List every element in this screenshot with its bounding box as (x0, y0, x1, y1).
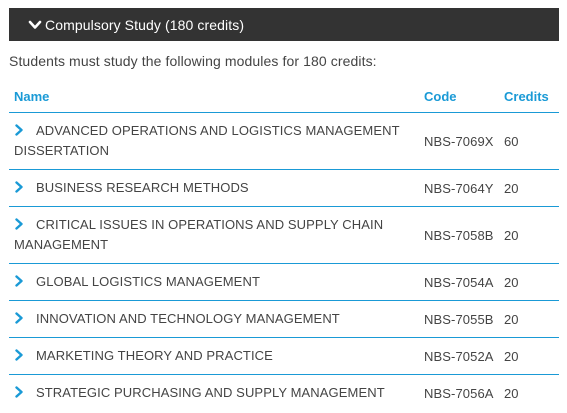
chevron-right-icon (14, 310, 24, 324)
module-name: GLOBAL LOGISTICS MANAGEMENT (36, 274, 260, 289)
table-row[interactable]: GLOBAL LOGISTICS MANAGEMENT NBS-7054A 20 (9, 263, 559, 301)
module-code: NBS-7054A (424, 263, 504, 301)
module-name: STRATEGIC PURCHASING AND SUPPLY MANAGEME… (36, 385, 385, 400)
module-name-cell[interactable]: MARKETING THEORY AND PRACTICE (9, 337, 424, 375)
chevron-right-icon (14, 216, 24, 230)
module-name: BUSINESS RESEARCH METHODS (36, 180, 249, 195)
module-code: NBS-7052A (424, 337, 504, 375)
column-header-credits: Credits (504, 80, 559, 113)
module-credits: 20 (504, 263, 559, 301)
chevron-right-icon (14, 122, 24, 136)
module-code: NBS-7056A (424, 385, 494, 401)
table-row[interactable]: INNOVATION AND TECHNOLOGY MANAGEMENT NBS… (9, 300, 559, 338)
module-credits: 20 (504, 300, 559, 338)
chevron-right-icon (14, 273, 24, 287)
module-name: MARKETING THEORY AND PRACTICE (36, 348, 273, 363)
module-name-cell[interactable]: BUSINESS RESEARCH METHODS (9, 169, 424, 207)
column-header-name: Name (9, 80, 424, 113)
module-name: CRITICAL ISSUES IN OPERATIONS AND SUPPLY… (14, 217, 384, 252)
module-name-cell[interactable]: INNOVATION AND TECHNOLOGY MANAGEMENT (9, 300, 424, 338)
chevron-right-icon (14, 384, 24, 398)
module-name-cell[interactable]: CRITICAL ISSUES IN OPERATIONS AND SUPPLY… (9, 206, 424, 264)
table-row[interactable]: ADVANCED OPERATIONS AND LOGISTICS MANAGE… (9, 112, 559, 170)
table-row[interactable]: MARKETING THEORY AND PRACTICE NBS-7052A … (9, 337, 559, 375)
table-row[interactable]: STRATEGIC PURCHASING AND SUPPLY MANAGEME… (9, 375, 559, 412)
intro-text: Students must study the following module… (9, 53, 377, 69)
module-credits: 20 (504, 337, 559, 375)
column-header-code: Code (424, 80, 504, 113)
module-credits: 20 (504, 206, 559, 264)
module-name-cell[interactable]: GLOBAL LOGISTICS MANAGEMENT (9, 263, 424, 301)
module-name-cell[interactable]: ADVANCED OPERATIONS AND LOGISTICS MANAGE… (9, 112, 424, 170)
compulsory-study-accordion-toggle[interactable]: Compulsory Study (180 credits) (9, 8, 559, 41)
module-code: NBS-7064Y (424, 169, 504, 207)
modules-table: Name Code Credits ADVANCED OPERATIONS AN… (9, 80, 559, 411)
module-credits: 20 (504, 169, 559, 207)
module-name-cell[interactable]: STRATEGIC PURCHASING AND SUPPLY MANAGEME… (9, 375, 424, 412)
module-code: NBS-7058B (424, 206, 504, 264)
chevron-right-icon (14, 347, 24, 361)
module-name: ADVANCED OPERATIONS AND LOGISTICS MANAGE… (14, 123, 400, 158)
table-row[interactable]: CRITICAL ISSUES IN OPERATIONS AND SUPPLY… (9, 206, 559, 264)
module-code: NBS-7055B (424, 300, 504, 338)
chevron-down-icon (28, 18, 42, 32)
table-header-row: Name Code Credits (9, 80, 559, 113)
module-credits: 20 (504, 385, 519, 401)
chevron-right-icon (14, 179, 24, 193)
module-code: NBS-7069X (424, 112, 504, 170)
accordion-title: Compulsory Study (180 credits) (45, 16, 245, 33)
module-credits: 60 (504, 112, 559, 170)
table-row[interactable]: BUSINESS RESEARCH METHODS NBS-7064Y 20 (9, 169, 559, 207)
module-name: INNOVATION AND TECHNOLOGY MANAGEMENT (36, 311, 340, 326)
